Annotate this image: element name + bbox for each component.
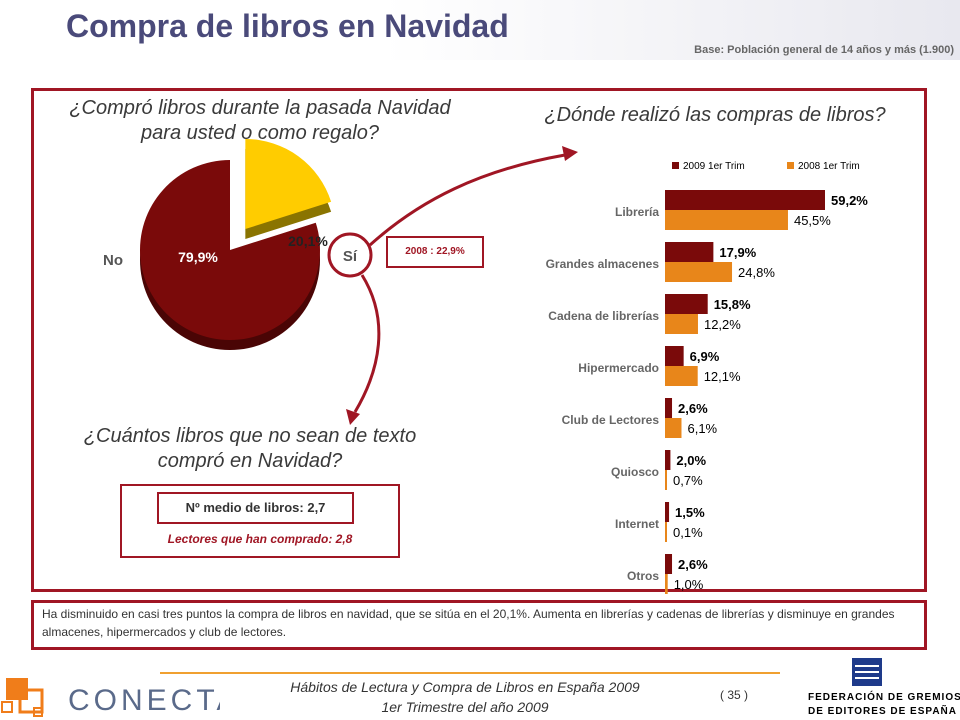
bar-2009 bbox=[665, 346, 684, 366]
prev-year-badge: 2008 : 22,9% bbox=[386, 236, 484, 268]
mean-books-value: Nº medio de libros: 2,7 bbox=[157, 492, 354, 524]
si-circle bbox=[327, 232, 373, 278]
main-panel bbox=[31, 88, 927, 592]
bar-value-2008: 0,1% bbox=[673, 525, 703, 540]
bar-category-label: Otros bbox=[627, 569, 659, 583]
pie-value-no: 79,9% bbox=[178, 249, 218, 265]
pie-value-si: 20,1% bbox=[288, 233, 328, 249]
bar-category-label: Grandes almacenes bbox=[546, 257, 660, 271]
bar-value-2008: 6,1% bbox=[687, 421, 717, 436]
bar-2009 bbox=[665, 398, 673, 418]
pie-label-si: Sí bbox=[343, 248, 358, 265]
bar-2008 bbox=[665, 522, 667, 542]
bar-2009 bbox=[665, 502, 670, 522]
bar-value-2009: 1,5% bbox=[675, 505, 705, 520]
title-bar bbox=[0, 0, 960, 60]
bar-2009 bbox=[665, 554, 673, 574]
legend-label-2008: 2008 1er Trim bbox=[798, 161, 860, 172]
bar-value-2008: 0,7% bbox=[673, 473, 703, 488]
bar-category-label: Hipermercado bbox=[578, 361, 659, 375]
page-number: ( 35 ) bbox=[720, 688, 749, 702]
bar-2008 bbox=[665, 574, 668, 594]
conecta-logo: CONECTA bbox=[1, 678, 220, 717]
pie-slice-no bbox=[140, 160, 320, 340]
bar-2008 bbox=[665, 366, 698, 386]
bar-value-2008: 12,1% bbox=[704, 369, 741, 384]
arrow-to-how-many bbox=[353, 274, 381, 413]
pie-slice-si bbox=[245, 139, 332, 230]
arrow-to-where bbox=[368, 153, 566, 247]
readers-label: Lectores que han comprado: 2,8 bbox=[167, 532, 353, 546]
bar-value-2009: 17,9% bbox=[719, 245, 756, 260]
federation-logo: FEDERACIÓN DE GREMIOS DE EDITORES DE ESP… bbox=[808, 658, 960, 717]
bar-value-2008: 45,5% bbox=[794, 213, 831, 228]
bar-2009 bbox=[665, 450, 671, 470]
footer-title: Hábitos de Lectura y Compra de Libros en… bbox=[290, 679, 640, 695]
bar-category-label: Librería bbox=[615, 205, 659, 219]
bar-category-label: Quiosco bbox=[611, 465, 659, 479]
bar-2008 bbox=[665, 210, 788, 230]
bar-2008 bbox=[665, 314, 698, 334]
question-purchase: ¿Compró libros durante la pasada Navidad… bbox=[69, 97, 451, 144]
legend-label-2009: 2009 1er Trim bbox=[683, 161, 745, 172]
pie-chart: 79,9% 20,1% bbox=[140, 139, 332, 350]
bar-value-2009: 2,6% bbox=[678, 401, 708, 416]
bar-value-2009: 2,0% bbox=[676, 453, 706, 468]
question-where: ¿Dónde realizó las compras de libros? bbox=[544, 104, 886, 126]
conecta-logo-text: CONECTA bbox=[68, 684, 220, 717]
legend-swatch-2008 bbox=[787, 162, 794, 169]
bar-value-2009: 6,9% bbox=[690, 349, 720, 364]
bar-chart: Librería 59,2%45,5% Grandes almacenes 17,9%… bbox=[546, 190, 868, 594]
bar-2008 bbox=[665, 470, 667, 490]
bar-2008 bbox=[665, 418, 682, 438]
bar-category-label: Internet bbox=[615, 517, 659, 531]
charts-canvas: 79,9% 20,1% No Sí 2009 1er Trim 2008 1er … bbox=[103, 139, 868, 594]
bar-value-2008: 24,8% bbox=[738, 265, 775, 280]
mean-books-box bbox=[120, 484, 400, 558]
bar-2009 bbox=[665, 190, 825, 210]
federation-line2: DE EDITORES DE ESPAÑA bbox=[808, 704, 957, 717]
bar-value-2009: 2,6% bbox=[678, 557, 708, 572]
summary-box: Ha disminuido en casi tres puntos la com… bbox=[31, 600, 927, 650]
bar-value-2009: 15,8% bbox=[714, 297, 751, 312]
footer-subtitle: 1er Trimestre del año 2009 bbox=[381, 699, 549, 715]
base-note: Base: Población general de 14 años y más… bbox=[694, 44, 954, 56]
legend-swatch-2009 bbox=[672, 162, 679, 169]
bar-value-2008: 12,2% bbox=[704, 317, 741, 332]
arrow-to-how-many-head bbox=[346, 409, 360, 425]
bar-category-label: Club de Lectores bbox=[562, 413, 660, 427]
bar-value-2008: 1,0% bbox=[674, 577, 704, 592]
bar-2009 bbox=[665, 294, 708, 314]
arrow-to-where-head bbox=[562, 146, 578, 161]
bar-2008 bbox=[665, 262, 733, 282]
bar-2009 bbox=[665, 242, 714, 262]
footer-divider bbox=[160, 672, 780, 674]
page-title: Compra de libros en Navidad bbox=[66, 8, 509, 44]
pie-label-no: No bbox=[103, 252, 123, 269]
bar-category-label: Cadena de librerías bbox=[548, 309, 659, 323]
federation-line1: FEDERACIÓN DE GREMIOS bbox=[808, 690, 960, 703]
question-how-many: ¿Cuántos libros que no sean de texto com… bbox=[83, 425, 417, 472]
bar-value-2009: 59,2% bbox=[831, 193, 868, 208]
